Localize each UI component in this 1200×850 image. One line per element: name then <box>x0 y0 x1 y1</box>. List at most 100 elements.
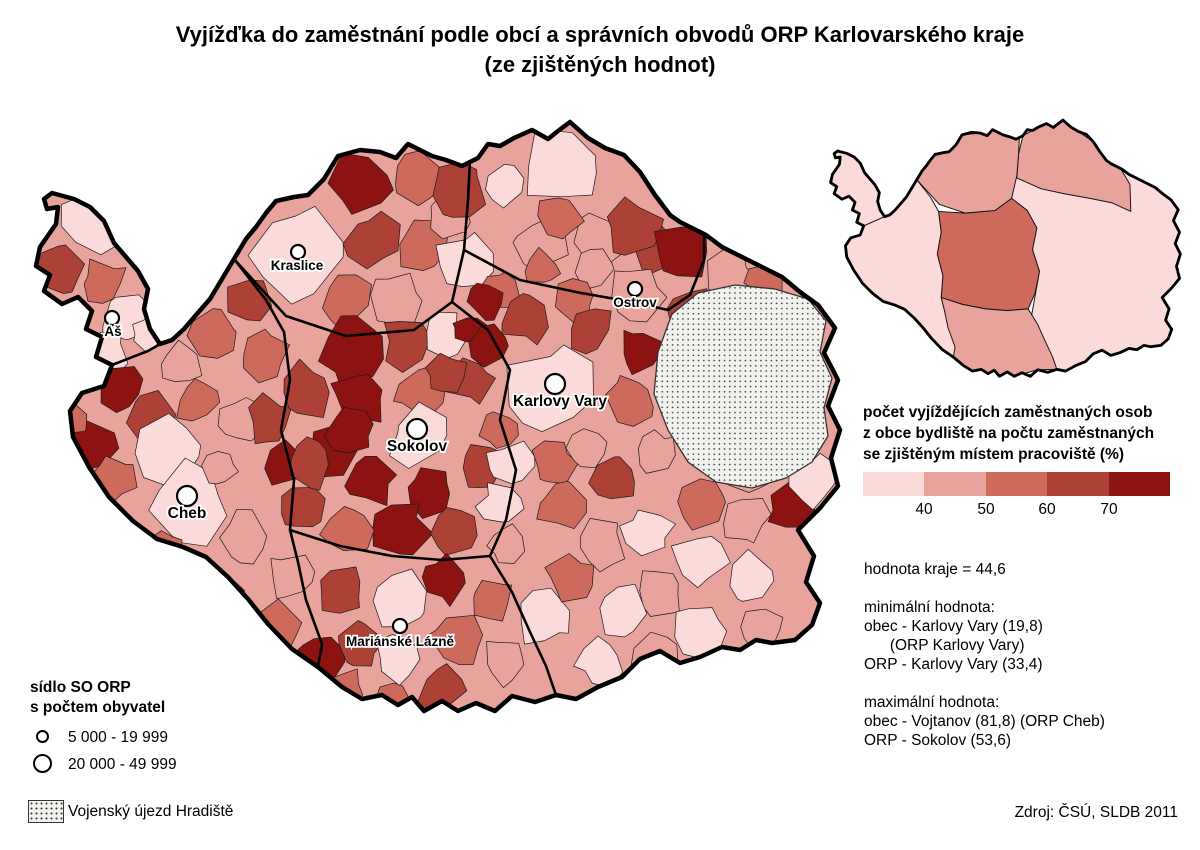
municipality-cell <box>372 503 434 556</box>
municipality-cell <box>290 436 329 491</box>
city-marker <box>543 372 567 396</box>
municipality-cell <box>723 498 772 544</box>
municipality-cell <box>426 311 469 360</box>
municipality-cell <box>537 197 585 240</box>
large-town-range-label: 20 000 - 49 999 <box>68 756 177 773</box>
municipality-cell <box>486 641 525 689</box>
municipality-cell <box>571 308 612 355</box>
municipality-cell <box>501 293 549 346</box>
municipality-cell <box>425 352 468 393</box>
municipality-cell <box>485 440 536 484</box>
municipality-cell <box>430 507 478 556</box>
municipality-cell <box>478 411 519 449</box>
city-marker <box>103 309 121 327</box>
legend-ramp-title: počet vyjíždějících zaměstnaných osob z … <box>863 404 1155 463</box>
military-area-label: Vojenský újezd Hradiště <box>68 803 234 820</box>
city-marker <box>391 617 409 635</box>
municipality-cell <box>574 248 615 289</box>
municipality-cell <box>161 339 203 382</box>
legend-tick-50: 50 <box>977 501 995 518</box>
municipality-cell <box>344 456 397 507</box>
orp-border <box>110 341 164 367</box>
municipality-cell <box>176 378 221 422</box>
municipality-cell <box>323 406 374 454</box>
municipality-cell <box>342 210 401 270</box>
municipality-cell <box>219 508 268 565</box>
municipality-cell <box>670 535 731 589</box>
orp-border <box>462 248 670 312</box>
map-title-line1: Vyjížďka do zaměstnání podle obcí a sprá… <box>175 22 1025 47</box>
legend-swatch-1 <box>863 472 925 496</box>
city-markers: Kraslice Aš Ostrov Karlovy Vary Sokolov Cheb M… <box>103 243 659 651</box>
inset-outer-border <box>829 118 1182 378</box>
inset-orp-regions <box>830 120 1181 377</box>
municipality-cell <box>281 486 326 528</box>
municipality-cell <box>376 634 421 686</box>
municipality-cell <box>428 614 484 666</box>
municipality-cell <box>227 279 273 322</box>
orp-border <box>232 257 324 669</box>
inset-outline <box>829 118 1182 378</box>
inset-orp-map <box>829 118 1182 378</box>
municipality-cell <box>186 308 237 359</box>
municipality-cell <box>320 566 361 614</box>
legend-tick-labels: 40 50 60 70 <box>863 501 1170 521</box>
source-note: Zdroj: ČSÚ, SLDB 2011 <box>1014 804 1178 821</box>
orp-border <box>450 300 518 558</box>
municipality-cell <box>605 375 654 427</box>
municipality-cell <box>623 329 664 376</box>
municipality-cell <box>639 570 680 617</box>
city-marker <box>626 280 644 298</box>
municipality-cell <box>677 478 726 531</box>
city-marker <box>289 243 307 261</box>
legend-tick-60: 60 <box>1038 501 1056 518</box>
municipality-cell <box>524 246 562 283</box>
municipality-cell <box>588 456 635 500</box>
city-marker <box>175 484 199 508</box>
municipality-cell <box>729 548 775 602</box>
city-label: Kraslice <box>271 258 324 273</box>
map-title-line2: (ze zjištěných hodnot) <box>484 52 716 77</box>
municipality-cell <box>466 282 504 321</box>
municipality-cell <box>432 161 487 218</box>
small-town-circle-symbol <box>36 730 49 743</box>
municipality-cell <box>372 568 427 628</box>
municipality-cell <box>580 518 626 573</box>
orp-border <box>666 234 706 312</box>
legend-color-ramp <box>863 472 1171 496</box>
municipality-cell <box>486 523 526 564</box>
municipality-cell <box>536 480 588 530</box>
orp-border <box>288 528 492 562</box>
legend-swatch-4 <box>1047 472 1109 496</box>
region-outer-border <box>33 119 843 714</box>
city-label: Cheb <box>168 505 207 522</box>
military-area-swatch <box>28 800 64 823</box>
city-marker <box>405 417 429 441</box>
municipality-cell <box>485 163 525 209</box>
municipality-cell <box>242 328 290 384</box>
small-town-range-label: 5 000 - 19 999 <box>68 729 168 746</box>
municipality-cell <box>283 358 330 418</box>
main-map-municipalities <box>36 122 840 711</box>
municipality-cell <box>565 428 608 469</box>
city-label: Aš <box>104 324 121 339</box>
legend-swatch-2 <box>924 472 986 496</box>
orp-border <box>232 158 472 338</box>
municipality-cell <box>83 258 127 304</box>
statistics-text: hodnota kraje = 44,6 minimální hodnota: … <box>864 561 1105 749</box>
municipality-cell <box>435 232 494 287</box>
military-area-hradiste <box>653 284 833 489</box>
legend-tick-70: 70 <box>1100 501 1118 518</box>
city-label: Karlovy Vary <box>513 393 607 410</box>
inset-orp-region <box>936 197 1040 312</box>
city-label: Mariánské Lázně <box>346 634 455 649</box>
legend-swatch-3 <box>985 472 1048 496</box>
large-town-circle-symbol <box>33 754 52 773</box>
municipality-cell <box>338 620 386 667</box>
municipality-cell <box>599 583 648 638</box>
orp-border <box>488 554 558 697</box>
symbols-legend-title: sídlo SO ORP s počtem obyvatel <box>30 679 166 716</box>
city-label: Sokolov <box>387 438 448 455</box>
municipality-cell <box>201 451 239 485</box>
